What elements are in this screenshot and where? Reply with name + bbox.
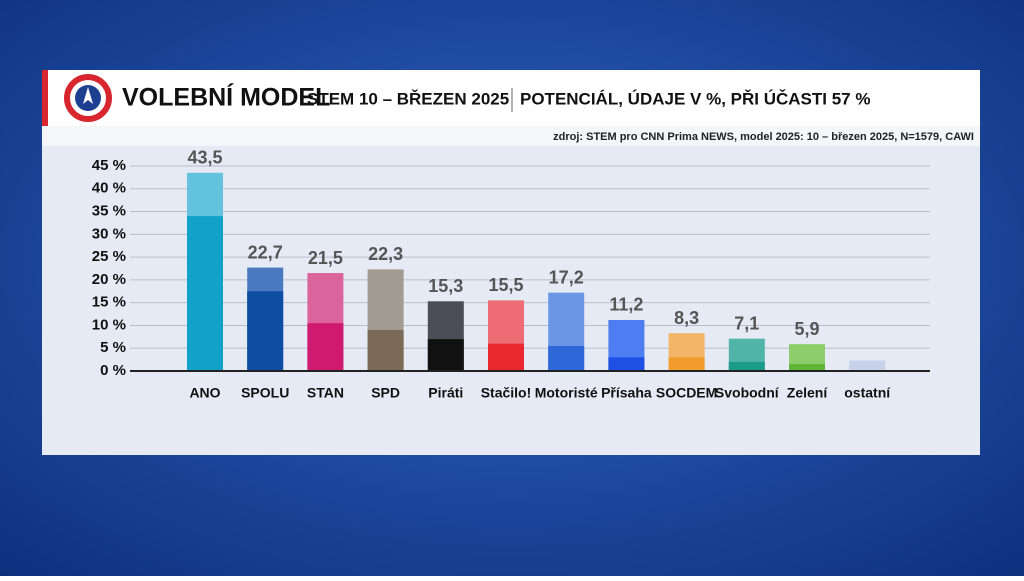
x-tick-label: SPD bbox=[371, 385, 400, 401]
x-tick-label: ostatní bbox=[844, 385, 891, 401]
x-tick-label: Motoristé bbox=[535, 385, 598, 401]
value-label: 17,2 bbox=[549, 267, 584, 287]
core-bar bbox=[668, 357, 705, 371]
core-bar bbox=[427, 339, 464, 371]
core-bar bbox=[789, 364, 825, 371]
y-tick-label: 40 % bbox=[92, 180, 126, 197]
value-label: 43,5 bbox=[187, 148, 222, 168]
y-tick-label: 5 % bbox=[100, 339, 126, 356]
note: POTENCIÁL, ÚDAJE V %, PŘI ÚČASTI 57 % bbox=[520, 89, 870, 108]
value-label: 15,5 bbox=[488, 275, 523, 295]
value-label: 7,1 bbox=[734, 313, 759, 333]
x-tick-label: SPOLU bbox=[241, 385, 289, 401]
y-tick-label: 45 % bbox=[92, 157, 126, 174]
core-bar bbox=[247, 291, 284, 371]
value-label: 22,7 bbox=[248, 242, 283, 262]
bar bbox=[849, 360, 886, 371]
value-label: 8,3 bbox=[674, 308, 699, 328]
header-bar bbox=[42, 70, 980, 126]
value-label: 11,2 bbox=[609, 295, 643, 315]
x-tick-label: ANO bbox=[189, 385, 220, 401]
y-tick-label: 30 % bbox=[92, 225, 126, 242]
subtitle: STEM 10 – BŘEZEN 2025 bbox=[307, 89, 509, 108]
value-label: 15,3 bbox=[428, 276, 463, 296]
logo bbox=[64, 74, 112, 122]
value-label: 21,5 bbox=[308, 248, 343, 268]
core-bar bbox=[488, 343, 524, 371]
y-tick-label: 20 % bbox=[92, 271, 126, 288]
value-label: 22,3 bbox=[368, 244, 403, 264]
core-bar bbox=[608, 357, 645, 371]
x-tick-label: Stačilo! bbox=[481, 385, 532, 401]
y-tick-label: 25 % bbox=[92, 248, 126, 265]
title: VOLEBNÍ MODEL bbox=[122, 83, 330, 112]
core-bar bbox=[307, 323, 344, 371]
x-tick-label: Přísaha bbox=[601, 385, 652, 401]
x-tick-label: Zelení bbox=[787, 385, 829, 401]
source: zdroj: STEM pro CNN Prima NEWS, model 20… bbox=[553, 131, 974, 143]
core-bar bbox=[548, 345, 585, 371]
x-tick-label: Svobodní bbox=[715, 385, 780, 401]
core-bar bbox=[367, 330, 404, 371]
source-bar bbox=[42, 126, 980, 146]
y-tick-label: 10 % bbox=[92, 316, 126, 333]
value-label: 5,9 bbox=[794, 319, 819, 339]
x-tick-label: STAN bbox=[307, 385, 344, 401]
core-bar bbox=[187, 216, 223, 371]
y-tick-label: 0 % bbox=[100, 362, 126, 379]
header-accent bbox=[42, 70, 48, 126]
y-tick-label: 15 % bbox=[92, 294, 126, 311]
x-tick-label: Piráti bbox=[428, 385, 463, 401]
core-bar bbox=[728, 361, 765, 371]
y-tick-label: 35 % bbox=[92, 203, 126, 220]
x-tick-label: SOCDEM bbox=[656, 385, 717, 401]
